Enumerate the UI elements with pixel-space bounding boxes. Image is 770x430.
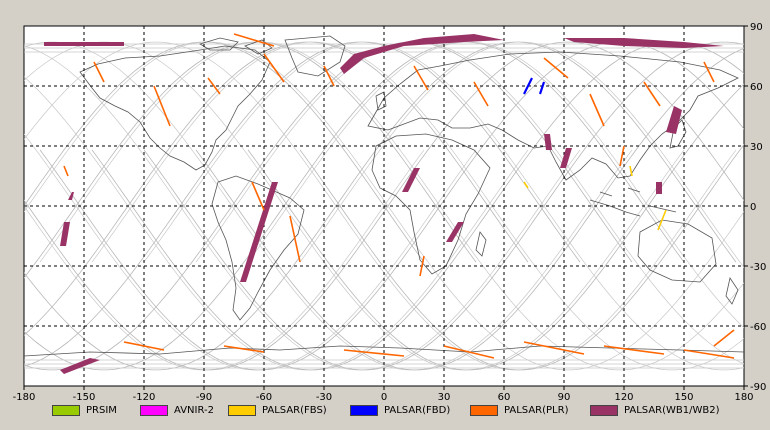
y-tick-label: 60 <box>750 82 763 93</box>
wb-swath <box>240 182 278 282</box>
wb-swath <box>560 148 572 168</box>
plr-swath <box>619 145 625 167</box>
x-tick-label: -180 <box>13 392 36 400</box>
y-tick-label: -90 <box>750 382 766 393</box>
observation-swaths <box>44 33 735 374</box>
plr-swath <box>251 181 265 211</box>
orbit-track <box>24 41 633 371</box>
plr-swath <box>413 65 429 91</box>
axis-ticks: -180 -150 -120 -90 -60 -30 0 30 60 90 120 150 180 90 6… <box>13 22 767 403</box>
wb-swath <box>656 182 662 194</box>
plr-swath <box>589 93 605 127</box>
legend-label: PALSAR(FBS) <box>262 405 327 416</box>
orbit-track <box>24 133 477 371</box>
plr-swath <box>123 341 165 351</box>
wb-swath <box>446 222 464 242</box>
plr-swath <box>207 77 221 95</box>
legend-label: PALSAR(WB1/WB2) <box>624 405 720 416</box>
coastline-eurasia <box>367 51 739 181</box>
plr-swath <box>223 345 265 353</box>
legend-swatch <box>140 405 168 416</box>
plr-swath <box>153 85 171 127</box>
x-tick-label: 30 <box>438 392 451 400</box>
coastline-uk <box>375 91 387 111</box>
wb-swath <box>60 358 100 374</box>
plr-swath <box>443 345 495 359</box>
legend-label: PRSIM <box>86 405 117 416</box>
plr-swath <box>343 349 405 357</box>
plr-swath <box>263 53 285 83</box>
wb-swath <box>340 34 504 74</box>
orbit-track <box>143 41 744 371</box>
x-tick-label: 60 <box>498 392 511 400</box>
plr-swath <box>473 81 489 107</box>
orbit-track <box>24 41 744 371</box>
x-tick-label: 150 <box>674 392 693 400</box>
fbd-swath <box>538 81 546 95</box>
orbit-track <box>24 149 425 371</box>
x-tick-label: -120 <box>133 392 156 400</box>
legend-label: PALSAR(FBD) <box>384 405 451 416</box>
wb-swath <box>60 222 70 246</box>
legend-label: PALSAR(PLR) <box>504 405 569 416</box>
fbs-swath <box>657 209 667 231</box>
fbs-swath <box>629 165 633 177</box>
legend-swatch <box>470 405 498 416</box>
plr-swath <box>233 33 275 47</box>
wb-swath <box>666 106 682 134</box>
plr-swath <box>703 61 715 83</box>
plr-swath <box>643 81 661 107</box>
x-tick-label: -30 <box>316 392 332 400</box>
y-tick-label: 0 <box>750 202 756 213</box>
coastline-south-america <box>211 175 305 321</box>
coastline-madagascar <box>475 231 487 257</box>
coastline-japan <box>669 119 687 149</box>
wb-swath <box>68 192 74 200</box>
coastline-new-zealand <box>725 276 739 305</box>
x-tick-label: 180 <box>734 392 753 400</box>
plr-swath <box>713 329 735 347</box>
legend-swatch <box>52 405 80 416</box>
orbit-track <box>24 41 425 263</box>
coastline-australia <box>637 219 717 283</box>
coastline-indonesia <box>589 187 677 217</box>
plr-swath <box>419 255 425 277</box>
legend-label: AVNIR-2 <box>174 405 214 416</box>
y-tick-label: 30 <box>750 142 763 153</box>
plr-swath <box>63 165 69 177</box>
fbd-swath <box>523 77 533 95</box>
y-tick-label: -30 <box>750 262 766 273</box>
plr-swath <box>93 61 105 83</box>
coastline-greenland <box>284 35 346 77</box>
plr-swath <box>323 65 335 87</box>
x-tick-label: -60 <box>256 392 272 400</box>
legend-swatch <box>590 405 618 416</box>
y-tick-label: -60 <box>750 322 766 333</box>
orbit-track <box>299 41 744 268</box>
x-tick-label: -90 <box>196 392 212 400</box>
x-tick-label: 120 <box>614 392 633 400</box>
plr-swath <box>289 215 301 263</box>
wb-swath <box>564 38 724 48</box>
x-tick-label: -150 <box>73 392 96 400</box>
legend: PRSIM AVNIR-2 PALSAR(FBS) PALSAR(FBD) PALSAR… <box>0 400 770 422</box>
plr-swath <box>603 345 665 355</box>
legend-swatch <box>228 405 256 416</box>
x-tick-label: 0 <box>381 392 387 400</box>
wb-swath <box>44 42 124 46</box>
fbs-swath <box>523 181 529 189</box>
world-coverage-map: -180 -150 -120 -90 -60 -30 0 30 60 90 120 150 180 90 6… <box>13 22 767 403</box>
y-tick-label: 90 <box>750 22 763 33</box>
coastline-africa <box>371 133 491 275</box>
plr-swath <box>543 57 569 79</box>
wb-swath <box>544 134 552 150</box>
plr-swath <box>683 349 735 359</box>
legend-swatch <box>350 405 378 416</box>
plr-swath <box>523 341 585 355</box>
coastline-canadian-islands <box>199 37 273 55</box>
x-tick-label: 90 <box>558 392 571 400</box>
wb-swath <box>402 168 420 192</box>
